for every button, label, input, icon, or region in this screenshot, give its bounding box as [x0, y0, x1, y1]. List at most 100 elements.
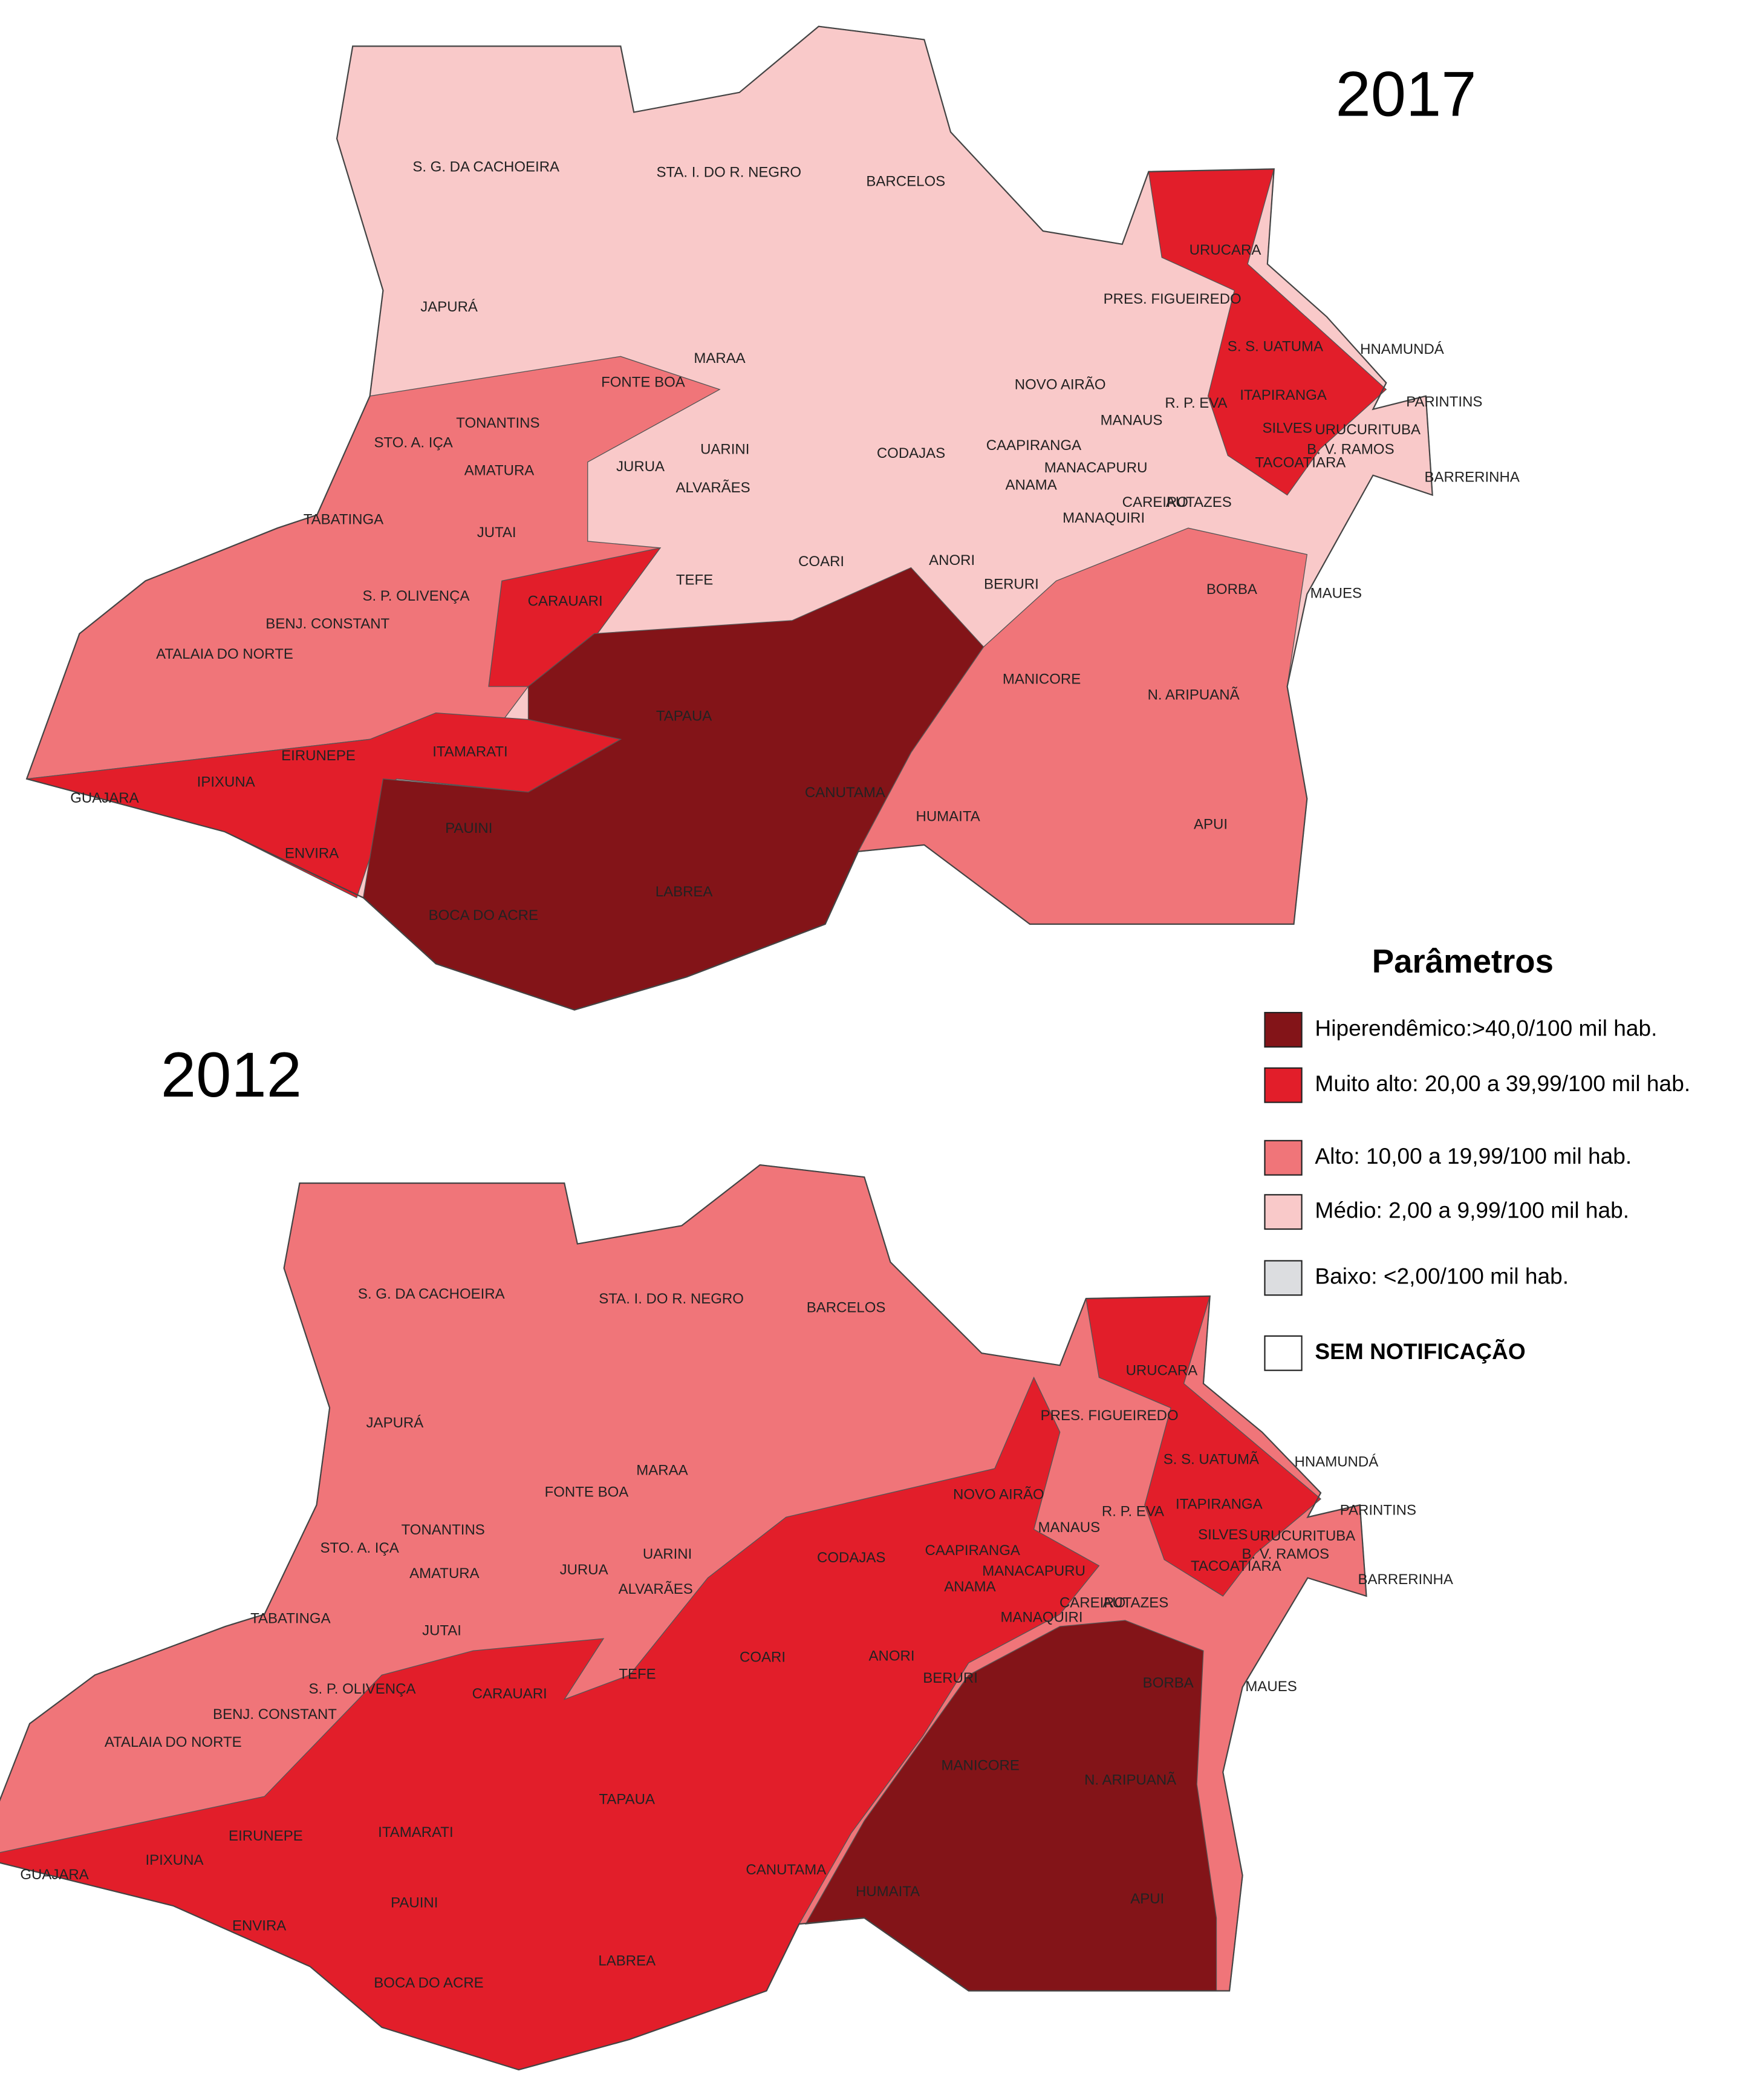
municipality-label: ALVARÃES — [619, 1581, 693, 1597]
municipality-label: ANORI — [869, 1648, 915, 1665]
municipality-label: R. P. EVA — [1102, 1504, 1164, 1520]
municipality-label: CODAJAS — [877, 445, 945, 461]
municipality-label: AUTAZES — [1166, 494, 1232, 510]
municipality-label: B. V. RAMOS — [1242, 1546, 1330, 1562]
legend-swatch — [1264, 1260, 1303, 1296]
municipality-label: MARAA — [694, 350, 745, 367]
municipality-label: TABATINGA — [304, 511, 383, 527]
municipality-label: UARINI — [643, 1546, 692, 1562]
municipality-label: ATALAIA DO NORTE — [105, 1734, 242, 1750]
municipality-label: ANAMA — [1005, 477, 1056, 494]
municipality-label: ATALAIA DO NORTE — [156, 646, 293, 662]
municipality-label: HUMAITA — [916, 808, 980, 824]
municipality-label: URUCARA — [1190, 242, 1261, 258]
municipality-label: S. S. UATUMÃ — [1164, 1451, 1259, 1467]
municipality-label: TABATINGA — [250, 1610, 330, 1626]
municipality-label: S. G. DA CACHOEIRA — [412, 159, 559, 175]
municipality-label: BORBA — [1143, 1675, 1194, 1691]
municipality-label: UARINI — [700, 442, 749, 458]
municipality-label: CANUTAMA — [746, 1862, 826, 1878]
municipality-label: EIRUNEPE — [229, 1828, 303, 1844]
municipality-label: PRES. FIGUEIREDO — [1041, 1407, 1179, 1424]
municipality-label: URUCURITUBA — [1315, 422, 1421, 438]
municipality-label: MANICORE — [1003, 671, 1081, 687]
municipality-label: N. ARIPUANÃ — [1084, 1772, 1176, 1788]
municipality-label: JAPURÁ — [366, 1415, 424, 1431]
municipality-label: NOVO AIRÃO — [953, 1487, 1044, 1503]
municipality-label: B. V. RAMOS — [1307, 442, 1395, 458]
municipality-label: TEFE — [676, 572, 713, 589]
municipality-label: CODAJAS — [817, 1550, 885, 1566]
legend-label: Muito alto: 20,00 a 39,99/100 mil hab. — [1315, 1071, 1690, 1096]
municipality-label: PAUINI — [445, 820, 492, 836]
municipality-label: BORBA — [1206, 581, 1257, 598]
legend-label: SEM NOTIFICAÇÃO — [1315, 1339, 1525, 1364]
legend-label: Alto: 10,00 a 19,99/100 mil hab. — [1315, 1143, 1632, 1169]
municipality-label: MAUES — [1245, 1678, 1297, 1695]
municipality-label: TONANTINS — [402, 1522, 485, 1538]
region — [805, 1620, 1217, 1992]
municipality-label: FONTE BOA — [601, 374, 685, 390]
municipality-label: S. S. UATUMA — [1228, 338, 1323, 354]
municipality-label: BARCELOS — [866, 174, 945, 190]
municipality-label: CARAUARI — [528, 593, 603, 610]
municipality-label: ITAMARATI — [432, 743, 507, 760]
map-shapes — [0, 25, 1433, 2071]
municipality-label: TAPAUA — [656, 708, 712, 725]
municipality-label: CAAPIRANGA — [986, 437, 1081, 454]
municipality-label: MANAUS — [1038, 1519, 1100, 1536]
municipality-label: JUTAI — [422, 1622, 461, 1639]
state-outline — [25, 25, 1433, 1011]
municipality-label: ANORI — [929, 552, 975, 569]
municipality-label: CANUTAMA — [805, 784, 885, 801]
municipality-label: TONANTINS — [456, 415, 539, 431]
municipality-label: BERURI — [923, 1670, 978, 1686]
state-outline — [0, 1164, 1367, 2071]
municipality-label: MANICORE — [942, 1757, 1020, 1773]
municipality-label: HNAMUNDÁ — [1295, 1453, 1379, 1470]
municipality-label: MARAA — [636, 1462, 688, 1478]
municipality-label: APUI — [1130, 1891, 1164, 1907]
municipality-label: ALVARÃES — [676, 480, 750, 496]
municipality-label: MAUES — [1310, 585, 1362, 602]
municipality-label: TACOATIARA — [1191, 1558, 1281, 1574]
municipality-label: ITAMARATI — [378, 1824, 453, 1841]
municipality-label: CAREIRO — [1059, 1594, 1125, 1611]
legend-swatch — [1264, 1194, 1303, 1230]
municipality-label: BOCA DO ACRE — [429, 907, 538, 924]
map-labels: S. G. DA CACHOEIRA STA. I. DO R. NEGRO BAR… — [20, 159, 1519, 1991]
legend: Hiperendêmico:>40,0/100 mil hab. Muito al… — [1264, 1012, 1690, 1371]
municipality-label: S. G. DA CACHOEIRA — [358, 1286, 505, 1302]
municipality-label: EIRUNEPE — [281, 748, 356, 764]
legend-title: Parâmetros — [1372, 943, 1554, 980]
municipality-label: ENVIRA — [285, 846, 339, 862]
region — [1148, 168, 1387, 496]
municipality-label: PARINTINS — [1406, 394, 1482, 410]
municipality-label: COARI — [798, 553, 844, 570]
municipality-label: BENJ. CONSTANT — [213, 1706, 337, 1723]
municipality-label: TACOATIARA — [1255, 454, 1346, 471]
municipality-label: STA. I. DO R. NEGRO — [599, 1291, 744, 1307]
municipality-label: JURUA — [560, 1562, 608, 1578]
municipality-label: PARINTINS — [1340, 1502, 1416, 1519]
municipality-label: S. P. OLIVENÇA — [309, 1681, 416, 1697]
municipality-label: APUI — [1194, 817, 1228, 833]
municipality-label: STA. I. DO R. NEGRO — [657, 164, 802, 180]
municipality-label: BARRERINHA — [1424, 469, 1519, 485]
municipality-label: BERURI — [984, 576, 1039, 592]
legend-label: Hiperendêmico:>40,0/100 mil hab. — [1315, 1015, 1657, 1040]
municipality-label: MANAQUIRI — [1063, 510, 1145, 526]
municipality-label: JAPURÁ — [420, 299, 478, 315]
municipality-label: CAAPIRANGA — [925, 1542, 1020, 1559]
municipality-label: ITAPIRANGA — [1176, 1496, 1263, 1513]
legend-swatch — [1264, 1140, 1303, 1176]
municipality-label: MANACAPURU — [982, 1563, 1085, 1579]
municipality-label: AMATURA — [409, 1565, 480, 1582]
map-year: 2012 — [161, 1040, 302, 1110]
municipality-label: TEFE — [619, 1666, 656, 1683]
municipality-label: STO. A. IÇA — [374, 435, 453, 451]
municipality-label: TAPAUA — [599, 1792, 655, 1808]
municipality-label: GUAJARA — [20, 1867, 88, 1883]
municipality-label: JUTAI — [477, 524, 516, 541]
